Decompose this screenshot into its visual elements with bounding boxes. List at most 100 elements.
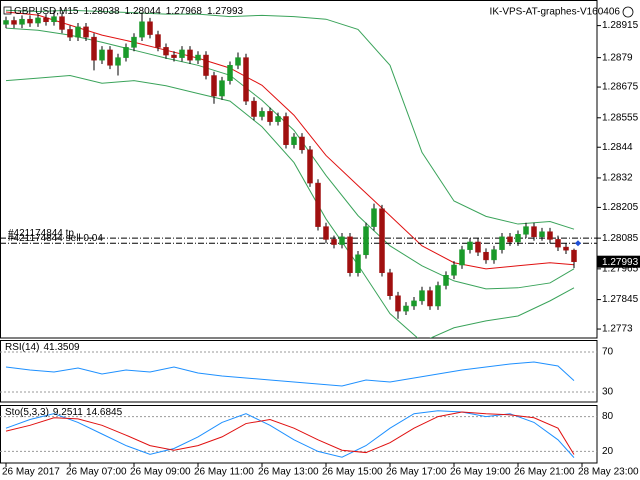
x-tick-label: 26 May 07:00	[66, 467, 127, 478]
candle-body	[395, 295, 401, 312]
y-tick-label: 1.27965	[602, 264, 639, 275]
candle-body	[139, 21, 145, 38]
expert-icon	[622, 6, 634, 18]
candle-body	[227, 65, 233, 81]
candle-body	[411, 300, 417, 307]
candle-body	[507, 236, 513, 243]
candle-body	[267, 111, 273, 122]
candle-body	[235, 57, 241, 66]
candle-body	[483, 251, 489, 261]
candle-body	[475, 241, 481, 253]
x-tick-label: 26 May 17:00	[386, 467, 447, 478]
candle-body	[563, 246, 569, 251]
candle-body	[307, 149, 313, 184]
indicator-name: Sto(5,3,3)	[5, 407, 49, 418]
candle-body	[251, 100, 257, 117]
ohlc-value: 1.28044	[125, 6, 162, 17]
candle-body	[539, 231, 545, 238]
candle-body	[59, 16, 65, 30]
y-tick-label: 30	[602, 387, 614, 398]
y-tick-label: 1.28555	[602, 112, 639, 123]
current-price-label: 1.27993	[602, 257, 639, 268]
symbol-icon	[3, 6, 12, 15]
indicator-value: 14.6845	[86, 407, 123, 418]
candle-body	[403, 305, 409, 312]
x-tick-label: 26 May 15:00	[322, 467, 383, 478]
x-tick-label: 26 May 11:00	[194, 467, 254, 478]
indicator-value: 41.3509	[43, 342, 80, 353]
ohlc-value: 1.27968	[166, 6, 203, 17]
symbol-name: GBPUSD,M15	[14, 6, 79, 17]
y-tick-label: 1.28085	[602, 233, 639, 244]
candle-body	[419, 290, 425, 302]
y-tick-label: 70	[602, 347, 614, 358]
candle-body	[347, 236, 353, 273]
candle-body	[171, 54, 177, 58]
y-tick-label: 20	[602, 446, 614, 457]
candle-body	[555, 239, 561, 248]
candle-body	[43, 17, 49, 23]
candle-body	[467, 241, 473, 250]
x-tick-label: 26 May 21:00	[514, 467, 575, 478]
candle-body	[515, 234, 521, 243]
indicator-line	[5, 75, 575, 338]
candle-body	[163, 47, 169, 56]
ohlc-value: 1.28038	[83, 6, 120, 17]
y-tick-label: 1.2773	[602, 324, 633, 335]
indicator-line	[5, 361, 575, 387]
indicator-line	[5, 11, 575, 270]
candle-body	[315, 182, 321, 227]
candle-body	[107, 49, 113, 66]
candle-body	[459, 249, 465, 266]
indicator-line	[5, 9, 575, 230]
candle-body	[275, 116, 281, 122]
y-tick-label: 1.28205	[602, 202, 639, 213]
candle-body	[363, 226, 369, 256]
order-label: #421174844 tp	[8, 228, 74, 239]
candle-body	[51, 16, 57, 23]
candle-body	[155, 34, 161, 48]
candle-body	[123, 47, 129, 58]
candle-body	[3, 20, 9, 25]
candle-body	[99, 49, 105, 61]
main-plot	[0, 9, 597, 338]
sub-plot	[0, 351, 597, 393]
candle-body	[35, 17, 41, 24]
candle-body	[523, 226, 529, 235]
y-tick-label: 1.2879	[602, 52, 633, 63]
ohlc-value: 1.27993	[207, 6, 244, 17]
candle-body	[499, 236, 505, 250]
candle-body	[371, 208, 377, 227]
x-tick-label: 26 May 2017	[2, 467, 60, 478]
indicator-line	[5, 27, 575, 290]
expert-name: IK-VPS-AT-graphes-V160406	[490, 7, 621, 18]
rsi-pane-frame	[0, 340, 598, 403]
candle-body	[291, 136, 297, 145]
indicator-line	[5, 411, 575, 455]
candle-body	[259, 111, 265, 117]
candle-body	[27, 18, 33, 24]
symbol-header: GBPUSD,M15 1.28038 1.28044 1.27968 1.27993	[14, 6, 244, 17]
y-tick-label: 1.2844	[602, 142, 633, 153]
plot-layer: 1.28915 1.2879 1.28675 1.28555 1.2844 1.2832 1…	[0, 6, 640, 478]
current-price-box	[597, 255, 640, 268]
candle-body	[435, 285, 441, 307]
y-tick-label: 1.2832	[602, 173, 633, 184]
candle-body	[379, 208, 385, 273]
candle-body	[243, 57, 249, 102]
candle-body	[571, 249, 577, 262]
indicator-title: Sto(5,3,3) 9.2511 14.6845	[5, 407, 123, 418]
order-label: #421174844 sell 0.04	[8, 233, 103, 244]
candle-body	[91, 36, 97, 61]
candle-body	[187, 49, 193, 61]
candle-body	[131, 36, 137, 48]
candle-body	[83, 26, 89, 38]
candle-body	[67, 29, 73, 38]
candle-body	[547, 231, 553, 240]
candle-body	[331, 239, 337, 245]
y-tick-label: 1.28915	[602, 20, 639, 31]
x-tick-label: 26 May 09:00	[130, 467, 191, 478]
indicator-name: RSI(14)	[5, 342, 39, 353]
